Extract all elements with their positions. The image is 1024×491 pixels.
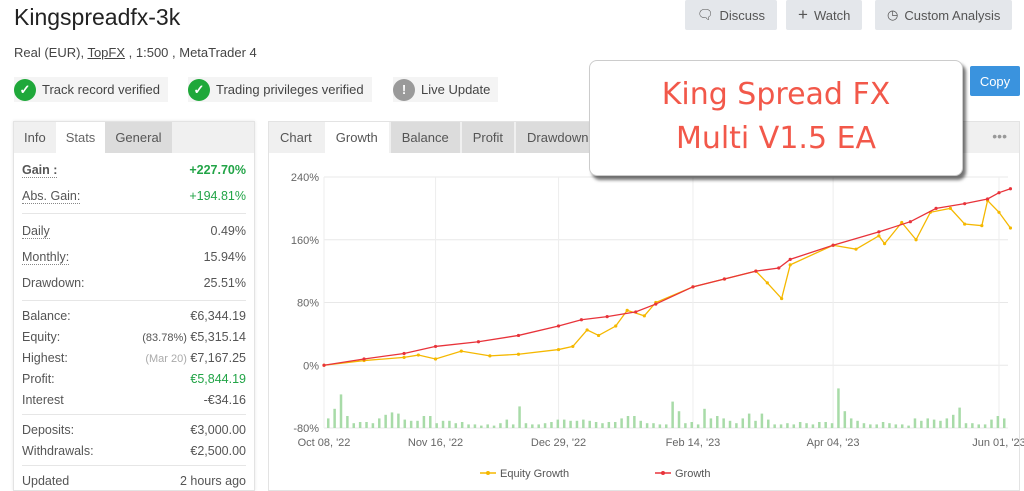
withdrawals-label: Withdrawals: <box>22 443 94 458</box>
check-icon: ✓ <box>188 78 210 101</box>
monthly-label[interactable]: Monthly: <box>22 249 70 265</box>
custom-analysis-label: Custom Analysis <box>904 7 1001 23</box>
tab-balance[interactable]: Balance <box>390 122 462 153</box>
badge-label: Trading privileges verified <box>216 82 364 97</box>
gain-row: Gain : +227.70% <box>22 157 246 183</box>
balance-label: Balance: <box>22 308 71 323</box>
copy-button[interactable]: Copy <box>970 66 1020 96</box>
highest-row: Highest: (Mar 20) €7,167.25 <box>22 347 246 368</box>
live-update-badge: ! Live Update <box>393 77 499 102</box>
custom-analysis-button[interactable]: ◷ Custom Analysis <box>875 0 1013 30</box>
profit-row: Profit: €5,844.19 <box>22 368 246 389</box>
interest-label: Interest <box>22 392 64 407</box>
monthly-value: 15.94% <box>203 250 246 264</box>
broker-link[interactable]: TopFX <box>87 45 126 60</box>
abs-gain-value: +194.81% <box>189 189 246 203</box>
withdrawals-row: Withdrawals: €2,500.00 <box>22 440 246 461</box>
drawdown-value: 25.51% <box>203 276 246 290</box>
updated-value: 2 hours ago <box>179 473 246 488</box>
tab-stats[interactable]: Stats <box>55 122 106 153</box>
tab-profit[interactable]: Profit <box>461 122 517 153</box>
equity-label: Equity: <box>22 329 61 344</box>
discuss-label: Discuss <box>719 7 766 23</box>
interest-row: Interest -€34.16 <box>22 389 246 410</box>
abs-gain-label[interactable]: Abs. Gain: <box>22 188 81 204</box>
highest-value: €7,167.25 <box>190 350 246 365</box>
tab-info[interactable]: Info <box>24 130 46 145</box>
monthly-row: Monthly: 15.94% <box>22 244 246 270</box>
equity-row: Equity: (83.78%) €5,315.14 <box>22 326 246 347</box>
watch-button[interactable]: + Watch <box>786 0 863 30</box>
plus-icon: + <box>798 5 808 24</box>
daily-value: 0.49% <box>210 224 246 238</box>
exclamation-icon: ! <box>393 78 415 101</box>
account-details: , 1:500 , MetaTrader 4 <box>125 45 257 60</box>
tab-drawdown[interactable]: Drawdown <box>516 122 602 153</box>
equity-percent: (83.78%) <box>142 331 187 344</box>
balance-row: Balance: €6,344.19 <box>22 305 246 326</box>
page-title: Kingspreadfx-3k <box>14 4 181 30</box>
check-icon: ✓ <box>14 78 36 101</box>
updated-row: Updated 2 hours ago <box>22 470 246 491</box>
overlay-line-2: Multi V1.5 EA <box>675 121 877 156</box>
gain-value: +227.70% <box>189 163 246 177</box>
tab-general[interactable]: General <box>105 122 172 153</box>
drawdown-label: Drawdown: <box>22 276 85 290</box>
deposits-value: €3,000.00 <box>190 422 246 437</box>
tab-chart[interactable]: Chart <box>269 122 325 153</box>
promo-overlay: King Spread FX Multi V1.5 EA <box>589 60 963 176</box>
highest-date: (Mar 20) <box>145 352 187 365</box>
deposits-label: Deposits: <box>22 422 75 437</box>
profit-label: Profit: <box>22 371 55 386</box>
withdrawals-value: €2,500.00 <box>190 443 246 458</box>
profit-value: €5,844.19 <box>190 371 246 386</box>
discuss-button[interactable]: 🗨 Discuss <box>685 0 778 30</box>
badge-label: Track record verified <box>42 82 160 97</box>
stats-panel: Info Stats General Gain : +227.70% Abs. G… <box>13 121 255 491</box>
balance-value: €6,344.19 <box>190 308 246 323</box>
updated-label: Updated <box>22 473 70 488</box>
deposits-row: Deposits: €3,000.00 <box>22 419 246 440</box>
interest-value: -€34.16 <box>203 392 246 407</box>
daily-label[interactable]: Daily <box>22 223 50 239</box>
clock-icon: ◷ <box>887 7 899 22</box>
more-options-icon[interactable]: ••• <box>992 128 1007 144</box>
comment-icon: 🗨 <box>697 7 714 22</box>
track-record-badge: ✓ Track record verified <box>14 77 168 102</box>
highest-label: Highest: <box>22 350 68 365</box>
trading-privileges-badge: ✓ Trading privileges verified <box>188 77 372 102</box>
badge-label: Live Update <box>421 82 491 97</box>
overlay-line-1: King Spread FX <box>661 77 891 112</box>
daily-row: Daily 0.49% <box>22 218 246 244</box>
gain-label[interactable]: Gain : <box>22 162 58 178</box>
abs-gain-row: Abs. Gain: +194.81% <box>22 183 246 209</box>
chart-panel: Chart Growth Balance Profit Drawdown ••• <box>268 121 1020 491</box>
drawdown-row: Drawdown: 25.51% <box>22 270 246 296</box>
equity-value: €5,315.14 <box>190 329 246 344</box>
account-subtitle: Real (EUR), TopFX , 1:500 , MetaTrader 4 <box>14 45 257 60</box>
tab-growth[interactable]: Growth <box>324 122 391 153</box>
watch-label: Watch <box>813 7 851 23</box>
account-type: Real (EUR), <box>14 45 88 60</box>
